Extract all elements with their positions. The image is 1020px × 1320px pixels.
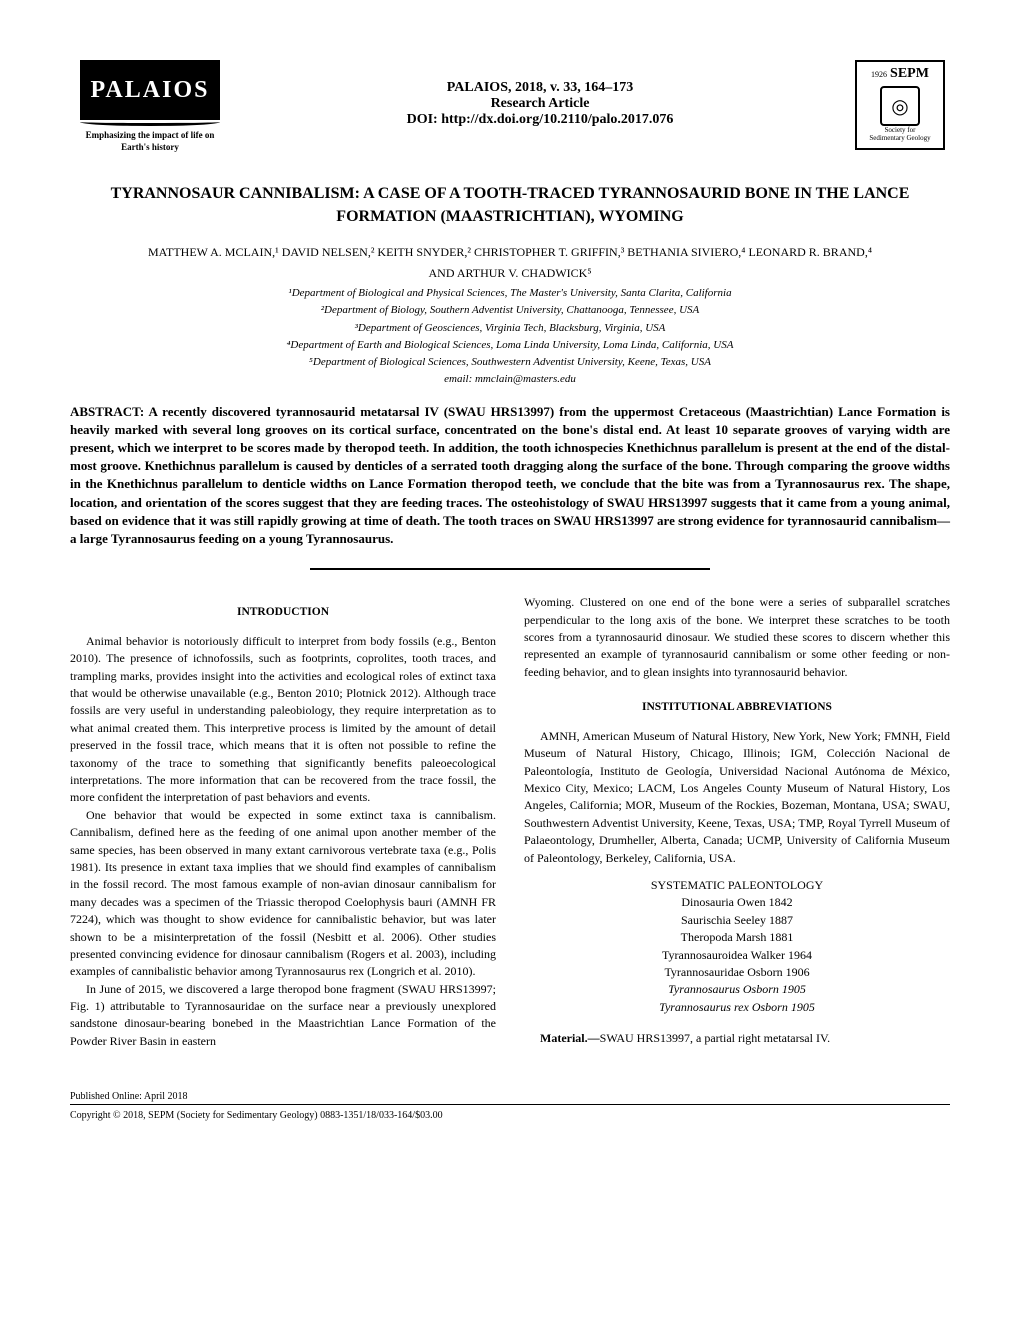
material-label: Material.— [540,1031,600,1045]
palaios-caption: Emphasizing the impact of life on Earth'… [86,130,215,153]
abbreviations-heading: INSTITUTIONAL ABBREVIATIONS [524,699,950,716]
sepm-caption-2: Sedimentary Geology [869,134,930,142]
syspal-heading: SYSTEMATIC PALEONTOLOGY [524,877,950,894]
palaios-logo-block: PALAIOS Emphasizing the impact of life o… [70,60,230,153]
copyright: Copyright © 2018, SEPM (Society for Sedi… [70,1109,950,1123]
introduction-heading: INTRODUCTION [70,604,496,621]
material-line: Material.—SWAU HRS13997, a partial right… [524,1030,950,1047]
body-columns: INTRODUCTION Animal behavior is notoriou… [70,594,950,1050]
palaios-swoosh [80,118,220,126]
sepm-box: 1926 SEPM ◎ Society for Sedimentary Geol… [855,60,945,150]
journal-citation: PALAIOS, 2018, v. 33, 164–173 [230,80,850,96]
article-type: Research Article [230,96,850,112]
taxon-4: Tyrannosauroidea Walker 1964 [524,947,950,964]
taxon-2: Saurischia Seeley 1887 [524,912,950,929]
abstract-divider [310,568,710,570]
center-header: PALAIOS, 2018, v. 33, 164–173 Research A… [230,60,850,128]
affiliation-2: ²Department of Biology, Southern Adventi… [70,303,950,318]
taxon-5: Tyrannosauridae Osborn 1906 [524,964,950,981]
sepm-caption: Society for Sedimentary Geology [869,126,930,142]
sepm-name: SEPM [890,66,929,82]
taxon-7: Tyrannosaurus rex Osborn 1905 [524,999,950,1016]
right-column: Wyoming. Clustered on one end of the bon… [524,594,950,1050]
taxon-6: Tyrannosaurus Osborn 1905 [524,981,950,998]
published-online: Published Online: April 2018 [70,1090,950,1104]
affiliation-3: ³Department of Geosciences, Virginia Tec… [70,321,950,336]
sepm-year: 1926 [871,70,887,79]
article-title: TYRANNOSAUR CANNIBALISM: A CASE OF A TOO… [70,183,950,228]
sepm-caption-1: Society for [885,126,916,134]
authors-line-1: MATTHEW A. MCLAIN,¹ DAVID NELSEN,² KEITH… [70,244,950,261]
affiliation-1: ¹Department of Biological and Physical S… [70,286,950,301]
material-text: SWAU HRS13997, a partial right metatarsa… [600,1031,830,1045]
left-column: INTRODUCTION Animal behavior is notoriou… [70,594,496,1050]
caption-line-2: Earth's history [121,142,179,152]
palaios-logo: PALAIOS [80,60,220,120]
header-row: PALAIOS Emphasizing the impact of life o… [70,60,950,153]
footer: Published Online: April 2018 Copyright ©… [70,1090,950,1123]
intro-paragraph-2: One behavior that would be expected in s… [70,807,496,981]
affiliation-5: ⁵Department of Biological Sciences, Sout… [70,355,950,370]
intro-paragraph-3: In June of 2015, we discovered a large t… [70,981,496,1051]
authors-line-2: AND ARTHUR V. CHADWICK⁵ [70,265,950,282]
abstract: ABSTRACT: A recently discovered tyrannos… [70,403,950,549]
taxon-1: Dinosauria Owen 1842 [524,894,950,911]
col2-continuation: Wyoming. Clustered on one end of the bon… [524,594,950,681]
abbreviations-paragraph: AMNH, American Museum of Natural History… [524,728,950,867]
sepm-icon: ◎ [880,86,920,126]
corresponding-email: email: mmclain@masters.edu [70,373,950,385]
systematic-paleontology: SYSTEMATIC PALEONTOLOGY Dinosauria Owen … [524,877,950,1016]
doi: DOI: http://dx.doi.org/10.2110/palo.2017… [230,112,850,128]
affiliation-4: ⁴Department of Earth and Biological Scie… [70,338,950,353]
sepm-logo-block: 1926 SEPM ◎ Society for Sedimentary Geol… [850,60,950,150]
intro-paragraph-1: Animal behavior is notoriously difficult… [70,633,496,807]
footer-rule [70,1104,950,1105]
caption-line-1: Emphasizing the impact of life on [86,130,215,140]
taxon-3: Theropoda Marsh 1881 [524,929,950,946]
